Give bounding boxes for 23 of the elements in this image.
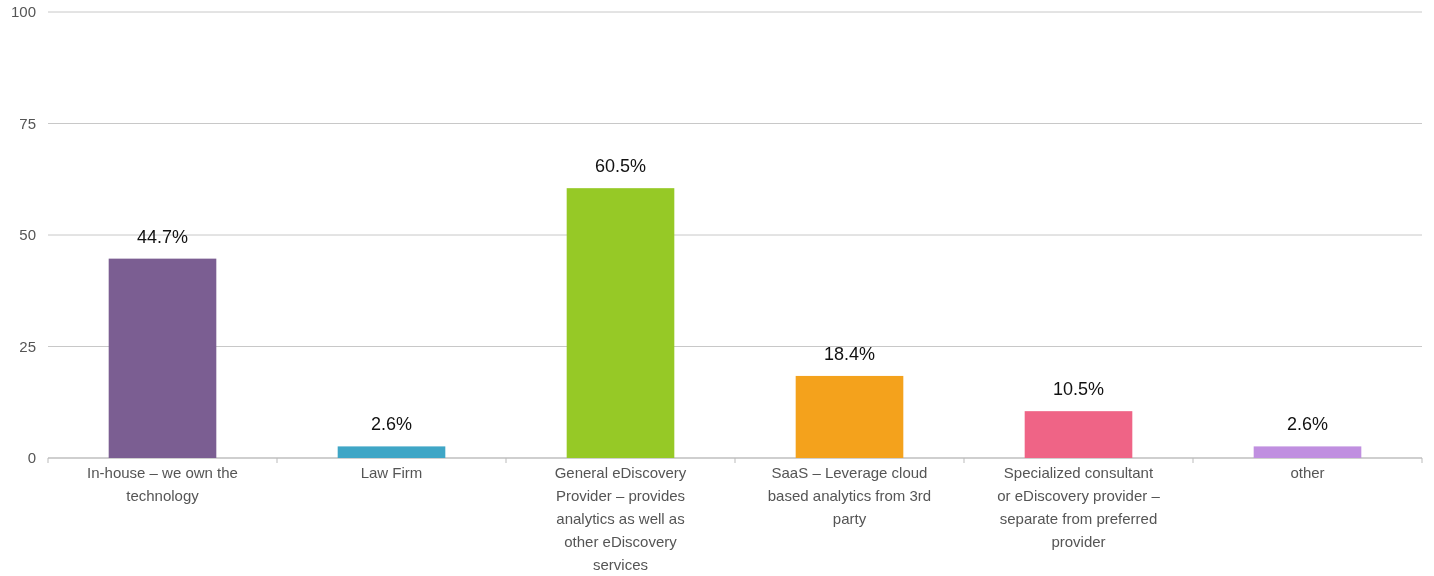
- bar: [337, 446, 446, 458]
- x-tick-label: Specialized consultant or eDiscovery provider – separate from preferred provider: [997, 464, 1161, 550]
- data-label: 44.7%: [136, 226, 189, 247]
- x-tick-label: General eDiscovery Provider – provides analytics as well as other eDiscovery services: [554, 464, 687, 573]
- x-tick-label: Law Firm: [360, 464, 423, 481]
- y-tick-label: 25: [19, 337, 36, 355]
- y-tick-label: 0: [27, 449, 36, 467]
- data-label: 10.5%: [1052, 379, 1105, 400]
- bar: [108, 258, 217, 458]
- x-tick-label: SaaS – Leverage cloud based analytics from 3rd party: [767, 464, 932, 527]
- data-label: 60.5%: [594, 156, 647, 177]
- y-tick-label: 100: [10, 3, 36, 21]
- y-tick-label: 75: [19, 114, 36, 132]
- y-tick-label: 50: [19, 226, 36, 244]
- data-label: 2.6%: [1286, 414, 1329, 435]
- bar: [1253, 446, 1362, 458]
- bar: [1024, 411, 1133, 458]
- bar: [566, 188, 675, 458]
- bar: [795, 375, 904, 458]
- data-label: 2.6%: [370, 414, 413, 435]
- data-label: 18.4%: [823, 343, 876, 364]
- x-tick-label: other: [1290, 464, 1325, 481]
- x-tick-label: In-house – we own the technology: [87, 464, 238, 504]
